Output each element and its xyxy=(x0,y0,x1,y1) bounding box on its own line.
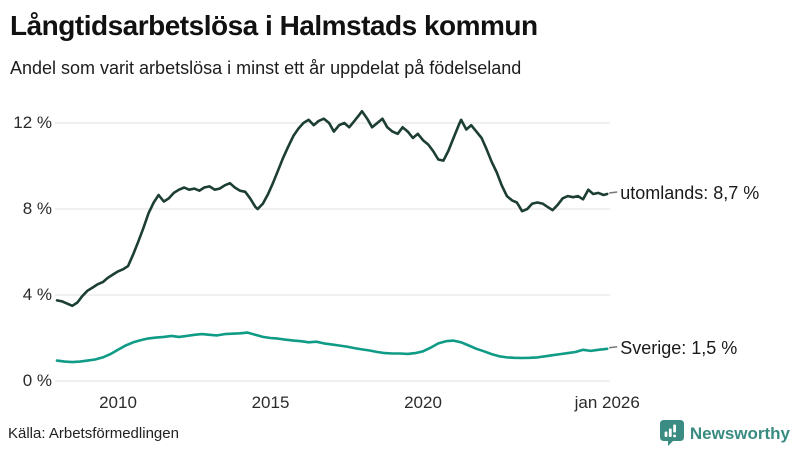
source-note: Källa: Arbetsförmedlingen xyxy=(8,425,179,442)
series-line-utomlands xyxy=(55,109,609,308)
series-end-label-utomlands: utomlands: 8,7 % xyxy=(620,182,760,203)
page-title: Långtidsarbetslösa i Halmstads kommun xyxy=(10,10,538,41)
label-connector xyxy=(609,346,618,349)
newsworthy-logo-icon xyxy=(659,420,684,446)
series-end-label-sverige: Sverige: 1,5 % xyxy=(620,337,738,358)
newsworthy-brand-text: Newsworthy xyxy=(689,423,790,443)
page-subtitle: Andel som varit arbetslösa i minst ett å… xyxy=(10,58,522,78)
series-line-sverige xyxy=(55,331,609,364)
x-axis-tick: 2020 xyxy=(404,393,442,412)
x-axis-tick: 2015 xyxy=(251,393,290,412)
x-axis-tick: 2010 xyxy=(99,393,137,412)
y-axis-tick: 4 % xyxy=(22,285,52,304)
x-axis-tick: jan 2026 xyxy=(574,393,640,412)
label-connector xyxy=(609,191,618,194)
y-axis-tick: 8 % xyxy=(22,199,52,218)
y-axis-tick: 12 % xyxy=(13,113,52,132)
y-axis-tick: 0 % xyxy=(22,371,52,390)
newsworthy-brand[interactable]: Newsworthy xyxy=(659,420,790,447)
